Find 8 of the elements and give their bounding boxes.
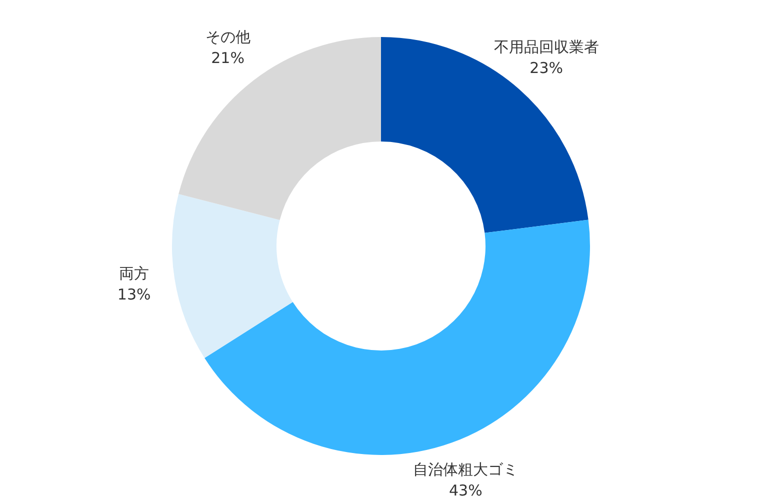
- slice-label: その他: [205, 28, 250, 46]
- data-label: 23%: [530, 58, 563, 77]
- data-label: 13%: [117, 286, 151, 304]
- slice-label: 両方: [119, 264, 150, 282]
- slice-label: 自治体粗大ゴミ: [413, 460, 518, 479]
- slice-label: 不用品回収業者: [494, 38, 599, 56]
- data-label: 43%: [449, 482, 482, 500]
- data-label: 21%: [211, 48, 244, 67]
